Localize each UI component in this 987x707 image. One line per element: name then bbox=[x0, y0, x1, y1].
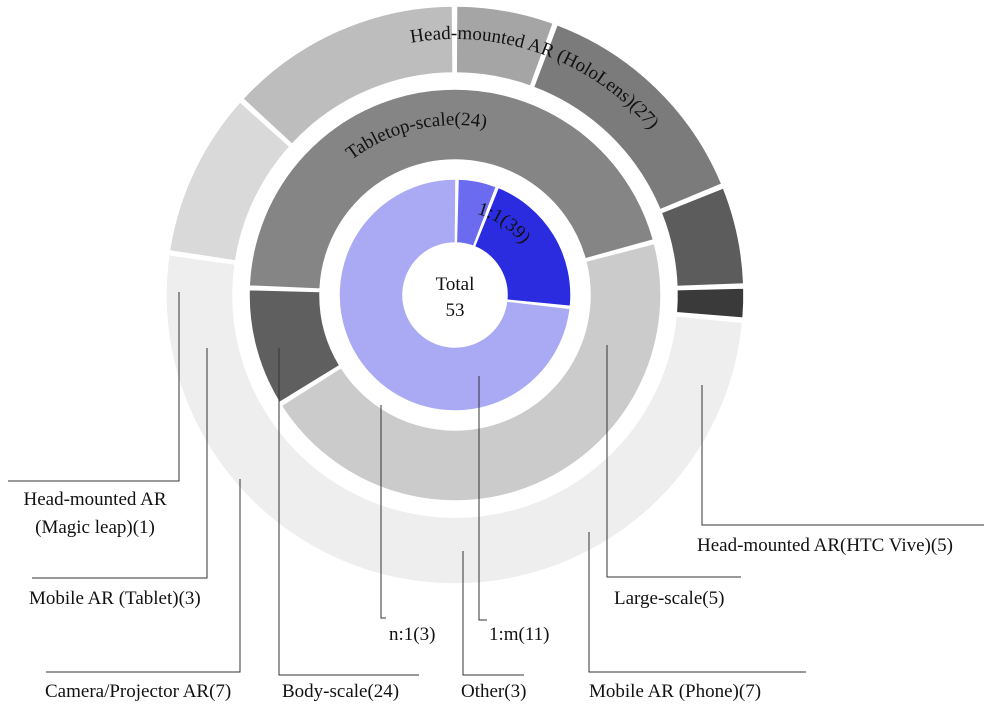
segment-label-1-m-11: 1:m(11) bbox=[489, 624, 550, 645]
leader-line-body-scale-24 bbox=[278, 348, 419, 676]
ring-3-segment-head-mounted-ar-magic-leap-1 bbox=[675, 287, 745, 319]
leader-line-large-scale-5 bbox=[606, 345, 741, 578]
leader-line-mobile-ar-phone-7 bbox=[588, 532, 806, 673]
leader-line-camera-projector-ar-7 bbox=[46, 479, 241, 673]
ring-1-segment-1-m-11 bbox=[473, 186, 572, 308]
leader-line-other-3 bbox=[462, 551, 524, 676]
segment-label-body-scale-24: Body-scale(24) bbox=[282, 681, 399, 702]
leader-line-n-1-3 bbox=[380, 405, 386, 619]
center-total-value: 53 bbox=[446, 300, 465, 321]
ring-3-segment-mobile-ar-phone-7 bbox=[241, 5, 454, 146]
segment-label-n-1-3: n:1(3) bbox=[389, 624, 435, 645]
segment-label-mobile-ar-phone-7: Mobile AR (Phone)(7) bbox=[589, 681, 761, 702]
ring-3-segment-head-mounted-ar-hololens-27 bbox=[165, 253, 744, 585]
ring-3-segment-other-3 bbox=[455, 5, 555, 88]
segment-label-mobile-ar-tablet-3: Mobile AR (Tablet)(3) bbox=[29, 588, 201, 609]
leader-line-head-mounted-ar-magic-leap-1 bbox=[8, 292, 180, 482]
ring-2-segment-large-scale-5 bbox=[248, 288, 341, 404]
segment-label-head-mounted-ar-htc-vive-5: Head-mounted AR(HTC Vive)(5) bbox=[697, 535, 953, 556]
ring-3-segment-mobile-ar-tablet-3 bbox=[660, 186, 745, 288]
center-total-label: Total bbox=[436, 274, 475, 295]
ring-2-segment-tabletop-scale-24 bbox=[280, 242, 662, 502]
segment-label-camera-projector-ar-7: Camera/Projector AR(7) bbox=[45, 681, 231, 702]
ring-1-segment-n-1-3 bbox=[455, 178, 498, 248]
segment-label-large-scale-5: Large-scale(5) bbox=[614, 588, 724, 609]
segment-label-head-mounted-ar-magic-leap-1: Head-mounted AR (Magic leap)(1) bbox=[23, 489, 166, 538]
center-hole bbox=[405, 245, 505, 345]
ring-1-segment-1-1-39 bbox=[338, 178, 572, 412]
leader-layer bbox=[8, 292, 984, 676]
ring-2-segment-body-scale-24 bbox=[248, 88, 655, 290]
ring-3-segment-head-mounted-ar-htc-vive-5 bbox=[168, 100, 291, 262]
ring-layer bbox=[165, 5, 745, 585]
leader-line-head-mounted-ar-htc-vive-5 bbox=[701, 385, 984, 526]
ring-3-segment-camera-projector-ar-7 bbox=[532, 23, 723, 211]
leader-line-mobile-ar-tablet-3 bbox=[32, 348, 208, 579]
segment-label-other-3: Other(3) bbox=[461, 681, 526, 702]
leader-line-1-m-11 bbox=[478, 376, 487, 621]
